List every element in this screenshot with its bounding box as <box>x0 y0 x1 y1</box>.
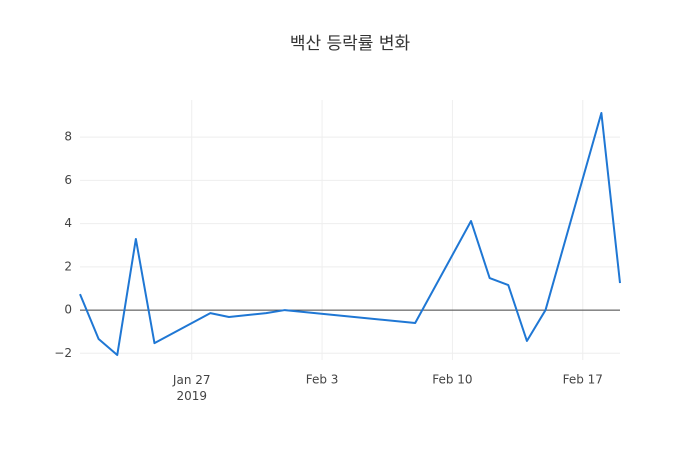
y-tick-label: 0 <box>64 303 72 317</box>
x-tick-label: Feb 3 <box>306 373 339 387</box>
y-tick-label: −2 <box>54 346 72 360</box>
data-line <box>79 111 621 357</box>
x-tick-label: Feb 17 <box>563 373 603 387</box>
chart-title: 백산 등락률 변화 <box>290 34 411 54</box>
y-tick-label: 4 <box>64 216 72 230</box>
y-tick-label: 8 <box>64 130 72 144</box>
y-tick-label: 2 <box>64 259 72 273</box>
y-tick-label: 6 <box>64 173 72 187</box>
x-tick-label: Feb 10 <box>432 373 472 387</box>
x-tick-label: Jan 27 2019 <box>172 373 211 403</box>
